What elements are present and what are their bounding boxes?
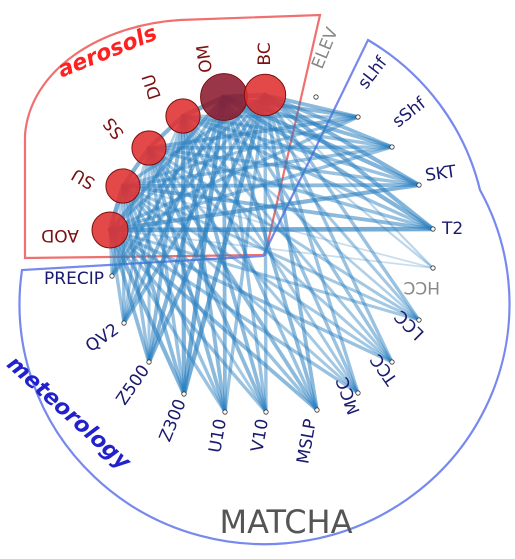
- nodes: [91, 73, 436, 415]
- node-elev: [313, 94, 319, 100]
- node-aod: [91, 211, 129, 249]
- edge-su-t2: [121, 184, 435, 231]
- edge-bc-mcc: [263, 93, 360, 395]
- edge-su-u10: [121, 184, 227, 414]
- aerosols-group-label: aerosols: [54, 21, 160, 83]
- node-u10: [222, 409, 228, 415]
- node-skt: [416, 182, 422, 188]
- edge-bc-skt: [262, 92, 422, 188]
- label-z300: Z300: [156, 396, 191, 444]
- edge-du-precip: [110, 114, 185, 278]
- label-precip: PRECIP: [44, 269, 104, 289]
- edge-aod-lcc: [108, 228, 421, 322]
- label-du: DU: [139, 71, 166, 101]
- node-ss: [131, 130, 167, 166]
- edge-du-z300: [180, 113, 187, 397]
- node-hcc: [430, 265, 436, 271]
- aerosols-group-border: [23, 13, 322, 260]
- label-bc: BC: [255, 42, 275, 65]
- edge-du-qv2: [122, 114, 185, 325]
- edge-bc-hcc: [263, 93, 435, 270]
- node-z500: [146, 359, 152, 365]
- edge-su-mslp: [121, 184, 319, 412]
- edge-om-z500: [146, 94, 227, 365]
- edge-aod-z300: [107, 227, 187, 397]
- label-sshf: sShf: [389, 93, 431, 132]
- edge-aod-v10: [108, 228, 268, 414]
- edge-om-qv2: [122, 95, 226, 325]
- label-skt: SKT: [424, 162, 458, 186]
- edge-su-hcc: [122, 185, 434, 269]
- edge-om-u10: [222, 95, 227, 414]
- edge-om-z300: [181, 94, 227, 397]
- label-u10: U10: [205, 417, 231, 454]
- edge-ss-lcc: [147, 146, 421, 322]
- node-z300: [181, 391, 187, 397]
- label-mslp: MSLP: [293, 417, 321, 465]
- edge-du-u10: [181, 114, 227, 414]
- node-om: [200, 73, 248, 121]
- edge-ss-mslp: [147, 146, 319, 412]
- node-du: [165, 98, 201, 134]
- label-qv2: QV2: [82, 320, 123, 357]
- label-lcc: LCC: [391, 306, 429, 344]
- meteorology-group-border: [18, 38, 511, 546]
- label-om: OM: [193, 43, 217, 74]
- edge-su-z300: [121, 184, 186, 396]
- label-t2: T2: [441, 219, 463, 239]
- edge-aod-om: [108, 95, 226, 232]
- node-bc: [243, 73, 287, 117]
- edge-ss-qv2: [122, 146, 151, 325]
- node-mslp: [314, 407, 320, 413]
- edge-bc-lcc: [263, 93, 421, 322]
- node-v10: [263, 409, 269, 415]
- node-sshf: [389, 144, 395, 150]
- edge-om-precip: [110, 95, 226, 278]
- meteorology-group-label: meteorology: [2, 351, 137, 476]
- node-slhf: [355, 114, 361, 120]
- edge-bc-z300: [181, 92, 268, 397]
- label-hcc: HCC: [403, 277, 440, 297]
- edge-su-z500: [121, 184, 151, 364]
- edges: [107, 92, 436, 414]
- label-su: SU: [68, 164, 98, 193]
- edge-bc-tcc: [263, 93, 394, 364]
- edge-bc-z500: [146, 92, 268, 365]
- node-qv2: [121, 320, 127, 326]
- edge-ss-z300: [147, 146, 186, 396]
- node-su: [105, 168, 141, 204]
- node-t2: [430, 226, 436, 232]
- label-tcc: TCC: [367, 350, 403, 389]
- label-ss: SS: [100, 113, 129, 142]
- edge-bc-precip: [110, 93, 267, 278]
- edge-ss-precip: [110, 146, 151, 278]
- node-lcc: [416, 317, 422, 323]
- edge-bc-sshf: [263, 93, 394, 149]
- node-mcc: [355, 390, 361, 396]
- edge-aod-bc: [108, 93, 267, 232]
- label-aod: AOD: [41, 225, 79, 245]
- edge-bc-mslp: [263, 93, 319, 412]
- edge-ss-u10: [147, 146, 227, 414]
- label-mcc: MCC: [333, 374, 365, 417]
- edge-bc-qv2: [122, 93, 267, 325]
- edge-bc-t2: [262, 92, 436, 232]
- diagram-title: MATCHA: [220, 503, 353, 541]
- label-z500: Z500: [112, 361, 154, 409]
- edge-bc-v10: [263, 93, 268, 414]
- label-v10: V10: [247, 417, 272, 453]
- node-tcc: [389, 359, 395, 365]
- node-precip: [109, 273, 115, 279]
- edge-aod-z500: [108, 228, 151, 364]
- group-borders: [18, 13, 511, 546]
- edge-du-z500: [147, 114, 185, 364]
- edge-bc-u10: [223, 93, 267, 414]
- edge-su-qv2: [121, 184, 126, 325]
